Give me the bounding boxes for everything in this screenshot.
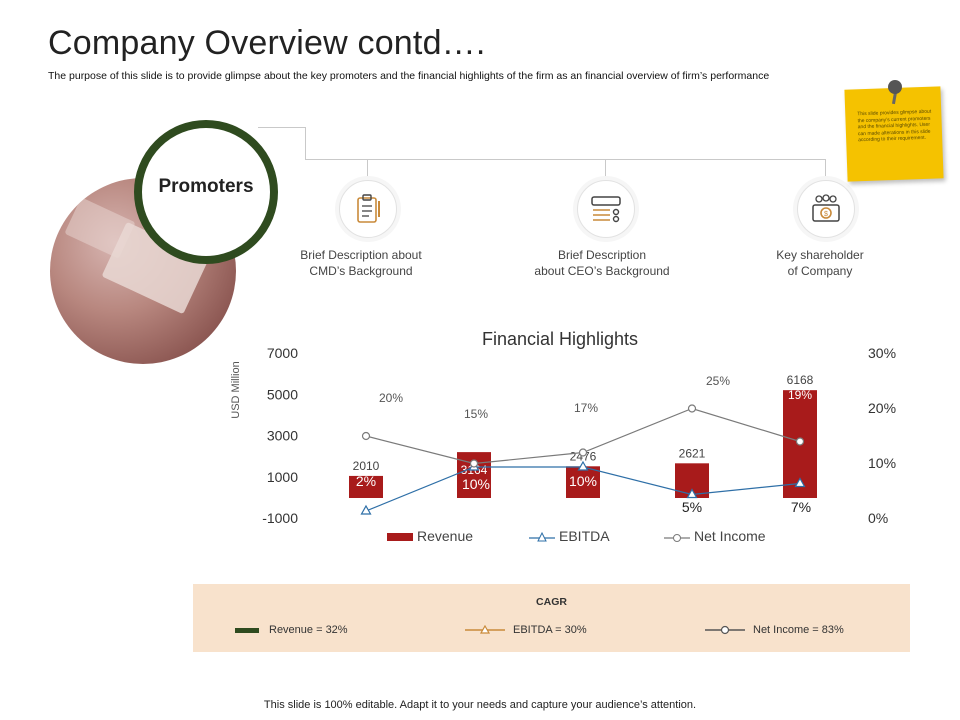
net-income-label: 17% bbox=[574, 401, 598, 415]
chart-left-tick: -1000 bbox=[262, 510, 298, 526]
cagr-ebitda-marker bbox=[465, 624, 505, 634]
ebitda-point bbox=[468, 460, 480, 471]
svg-text:$: $ bbox=[824, 211, 828, 218]
ebitda-point bbox=[360, 504, 372, 515]
connector-line-top bbox=[258, 127, 305, 128]
ebitda-point bbox=[577, 460, 589, 471]
ebitda-label: 10% bbox=[569, 473, 597, 489]
net-income-point bbox=[795, 437, 805, 446]
revenue-bar bbox=[566, 466, 600, 498]
ebitda-line bbox=[365, 466, 801, 512]
chart-ylabel: USD Million bbox=[230, 361, 242, 418]
chart-right-tick: 20% bbox=[868, 400, 896, 416]
revenue-bar bbox=[349, 475, 383, 498]
revenue-label: 2621 bbox=[679, 446, 706, 460]
connector-line-horizontal bbox=[305, 159, 825, 160]
revenue-label: 3164 bbox=[461, 463, 488, 477]
cagr-ebitda: EBITDA = 30% bbox=[465, 624, 587, 636]
ebitda-point bbox=[794, 477, 806, 488]
cagr-revenue-swatch bbox=[235, 627, 259, 633]
pin-icon bbox=[888, 80, 902, 94]
net-income-label: 15% bbox=[464, 407, 488, 421]
connector-line-b bbox=[605, 159, 606, 181]
promoter-desc-2: Brief Description about CEO’s Background bbox=[522, 247, 682, 279]
cagr-net-income: Net Income = 83% bbox=[705, 624, 844, 636]
cagr-ebitda-label: EBITDA = 30% bbox=[513, 624, 587, 636]
cagr-revenue-label: Revenue = 32% bbox=[269, 624, 348, 636]
net-income-point bbox=[469, 459, 479, 468]
net-income-point bbox=[361, 431, 371, 441]
revenue-label: 2476 bbox=[570, 449, 597, 463]
net-income-point bbox=[687, 404, 697, 413]
chart-right-tick: 30% bbox=[868, 345, 896, 361]
revenue-bar bbox=[457, 452, 491, 498]
ebitda-label: 7% bbox=[791, 499, 811, 515]
sticky-note-text: This slide provides glimpse about the co… bbox=[857, 108, 932, 144]
promoter-icon-1 bbox=[339, 180, 397, 238]
revenue-label: 2010 bbox=[353, 459, 380, 473]
chart-left-tick: 5000 bbox=[267, 386, 298, 402]
revenue-label: 6168 bbox=[787, 373, 814, 387]
clipboard-icon bbox=[357, 194, 380, 223]
net-income-label: 25% bbox=[706, 374, 730, 388]
chart-left-tick: 7000 bbox=[267, 345, 298, 361]
revenue-bar bbox=[783, 390, 817, 498]
connector-line-drop bbox=[305, 127, 306, 159]
document-list-icon bbox=[591, 196, 621, 223]
legend-revenue-label: Revenue bbox=[417, 528, 473, 544]
cagr-box: CAGR Revenue = 32% EBITDA = 30% Net Inco… bbox=[193, 584, 910, 652]
net-income-point bbox=[578, 448, 588, 457]
net-income-line bbox=[365, 407, 801, 465]
revenue-bar bbox=[675, 463, 709, 498]
chart-left-tick: 3000 bbox=[267, 428, 298, 444]
ebitda-label: 5% bbox=[682, 499, 702, 515]
legend-net-income-marker bbox=[673, 534, 681, 542]
promoter-desc-3: Key shareholder of Company bbox=[740, 247, 900, 279]
promoters-ring: Promoters bbox=[134, 120, 278, 264]
ebitda-label: 2% bbox=[356, 473, 376, 489]
connector-line-c bbox=[825, 159, 826, 181]
chart-right-tick: 0% bbox=[868, 510, 888, 526]
net-income-label: 19% bbox=[788, 388, 812, 402]
cagr-revenue: Revenue = 32% bbox=[235, 624, 348, 636]
ebitda-label: 10% bbox=[462, 476, 490, 492]
legend-ebitda-label: EBITDA bbox=[559, 528, 610, 544]
promoters-label: Promoters bbox=[158, 176, 254, 197]
page-subtitle: The purpose of this slide is to provide … bbox=[48, 70, 770, 82]
promoter-desc-3-line2: of Company bbox=[787, 264, 853, 278]
promoter-desc-3-line1: Key shareholder bbox=[776, 248, 864, 262]
chart-right-tick: 10% bbox=[868, 455, 896, 471]
chart-title: Financial Highlights bbox=[482, 329, 638, 349]
legend-ebitda-marker bbox=[537, 531, 547, 542]
promoter-desc-2-line1: Brief Description bbox=[557, 248, 647, 262]
net-income-label: 20% bbox=[379, 391, 403, 405]
page-title: Company Overview contd…. bbox=[48, 24, 486, 62]
ebitda-point bbox=[686, 488, 698, 499]
promoter-icon-2 bbox=[577, 180, 635, 238]
promoter-icon-3: $ bbox=[797, 180, 855, 238]
promoter-desc-1-line2: CMD’s Background bbox=[309, 264, 413, 278]
cagr-net-income-marker bbox=[705, 625, 745, 635]
cagr-net-income-label: Net Income = 83% bbox=[753, 624, 844, 636]
shareholder-icon: $ bbox=[812, 194, 840, 222]
promoter-desc-2-line2: about CEO’s Background bbox=[534, 264, 670, 278]
chart-left-tick: 1000 bbox=[267, 469, 298, 485]
legend-net-income-label: Net Income bbox=[694, 528, 766, 544]
promoter-desc-1-line1: Brief Description about bbox=[300, 248, 422, 262]
promoter-desc-1: Brief Description about CMD’s Background bbox=[281, 247, 441, 279]
connector-line-a bbox=[367, 159, 368, 181]
legend-revenue-swatch bbox=[387, 533, 413, 541]
cagr-title: CAGR bbox=[536, 596, 567, 608]
footer-note: This slide is 100% editable. Adapt it to… bbox=[263, 699, 697, 711]
